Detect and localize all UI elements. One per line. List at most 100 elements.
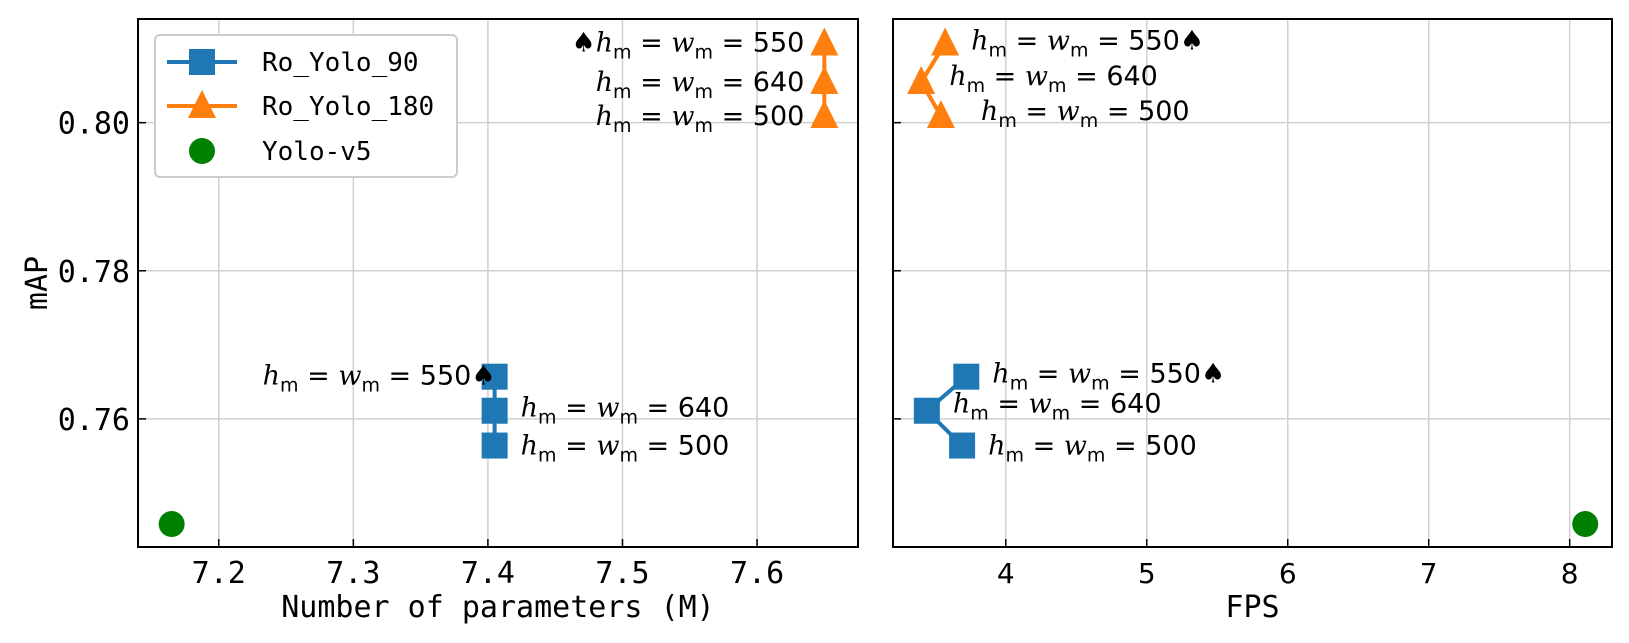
annotation-part-m2: m [694, 81, 713, 103]
annotation-part-w: w [1029, 389, 1052, 420]
x-tick-label: 5 [1138, 557, 1156, 590]
annotation-part-h: h [949, 61, 966, 92]
annotation-part-value: 500 [1138, 96, 1190, 127]
annotation-part-post: ♠ [1180, 25, 1204, 56]
data-point-square [481, 397, 508, 424]
annotation-part-eq1: = [557, 431, 597, 462]
annotation-part-h: h [521, 393, 538, 424]
annotation-part-eq2: = [1070, 389, 1110, 420]
annotation-part-value: 640 [1106, 61, 1158, 92]
annotation-part-value: 500 [753, 101, 805, 132]
annotation-part-w: w [596, 393, 619, 424]
annotation-part-value: 550 [1149, 359, 1201, 390]
y-tick-label: 0.80 [58, 107, 130, 142]
x-tick-label: 4 [997, 557, 1015, 590]
annotation-part-m2: m [619, 445, 638, 467]
legend-label: Ro_Yolo_90 [262, 48, 419, 78]
data-point-square [949, 432, 976, 459]
annotation-part-eq2: = [1089, 25, 1129, 56]
x-tick-label: 7 [1420, 557, 1438, 590]
annotation-part-eq2: = [638, 393, 678, 424]
annotation-part-eq1: = [632, 67, 672, 98]
annotation-part-eq1: = [1024, 431, 1064, 462]
annotation-part-m2: m [361, 375, 380, 397]
data-point-circle [158, 511, 185, 538]
data-point-triangle [810, 27, 839, 56]
annotation-part-eq2: = [638, 431, 678, 462]
annotation-part-h: h [596, 67, 613, 98]
annotation-part-h: h [981, 96, 998, 127]
point-annotation: hm = wm = 640 [521, 393, 730, 429]
point-annotation: hm = wm = 550♠ [971, 25, 1204, 61]
legend-marker-triangle [188, 90, 216, 118]
annotation-part-m1: m [998, 110, 1017, 132]
annotation-part-value: 550 [753, 27, 805, 58]
data-point-circle [1572, 511, 1599, 538]
annotation-part-w: w [1064, 431, 1087, 462]
annotation-part-m1: m [967, 75, 986, 97]
annotation-part-m1: m [613, 81, 632, 103]
annotation-part-value: 550 [1128, 25, 1180, 56]
data-point-square [481, 363, 508, 390]
plot-frame [892, 18, 1613, 548]
legend-label: Yolo-v5 [262, 137, 372, 167]
plot-frame [137, 18, 859, 548]
legend-label: Ro_Yolo_180 [262, 92, 434, 122]
data-point-triangle [810, 100, 839, 129]
annotation-part-m2: m [1080, 110, 1099, 132]
legend: Ro_Yolo_90 Ro_Yolo_180 Yolo-v5 [154, 34, 458, 178]
annotation-part-eq1: = [1007, 25, 1047, 56]
data-point-triangle [926, 100, 955, 129]
annotation-part-h: h [988, 431, 1005, 462]
annotation-part-w: w [671, 67, 694, 98]
x-tick-label: 7.4 [461, 556, 515, 591]
annotation-part-eq2: = [713, 27, 753, 58]
point-annotation: hm = wm = 640 [953, 389, 1162, 425]
annotation-part-h: h [596, 27, 613, 58]
annotation-part-w: w [1057, 96, 1080, 127]
annotation-part-m2: m [1091, 373, 1110, 395]
point-annotation: hm = wm = 500 [596, 101, 805, 137]
legend-box [154, 34, 458, 178]
annotation-part-h: h [596, 101, 613, 132]
x-tick-label: 7.3 [326, 556, 380, 591]
data-point-triangle [931, 27, 960, 56]
point-annotation: hm = wm = 500 [981, 96, 1190, 132]
x-tick-label: 7.2 [192, 556, 246, 591]
annotation-part-eq1: = [985, 61, 1025, 92]
point-annotation: hm = wm = 640 [949, 61, 1158, 97]
annotation-part-h: h [953, 389, 970, 420]
annotation-part-w: w [671, 27, 694, 58]
y-tick-label: 0.78 [58, 255, 130, 290]
annotation-part-m1: m [989, 39, 1008, 61]
annotation-part-eq1: = [989, 389, 1029, 420]
annotation-part-eq2: = [713, 101, 753, 132]
annotation-part-m2: m [694, 41, 713, 63]
x-axis-label: FPS [1225, 590, 1279, 625]
annotation-part-m1: m [538, 445, 557, 467]
annotation-part-value: 640 [753, 67, 805, 98]
annotation-part-w: w [1025, 61, 1048, 92]
annotation-part-w: w [596, 431, 619, 462]
point-annotation: hm = wm = 500 [521, 431, 730, 467]
annotation-part-w: w [1047, 25, 1070, 56]
point-annotation: hm = wm = 500 [988, 431, 1197, 467]
annotation-part-m1: m [538, 407, 557, 429]
annotation-part-value: 550 [420, 361, 472, 392]
annotation-part-h: h [971, 25, 988, 56]
point-annotation: hm = wm = 550♠ [263, 361, 496, 397]
annotation-part-w: w [1068, 359, 1091, 390]
annotation-part-h: h [521, 431, 538, 462]
x-tick-label: 8 [1561, 557, 1579, 590]
annotation-part-eq2: = [1098, 96, 1138, 127]
y-tick-label: 0.76 [58, 403, 130, 438]
annotation-part-value: 640 [678, 393, 730, 424]
legend-marker-square [189, 49, 215, 75]
annotation-part-value: 500 [1145, 431, 1197, 462]
annotation-part-m2: m [1070, 39, 1089, 61]
annotation-part-w: w [671, 101, 694, 132]
